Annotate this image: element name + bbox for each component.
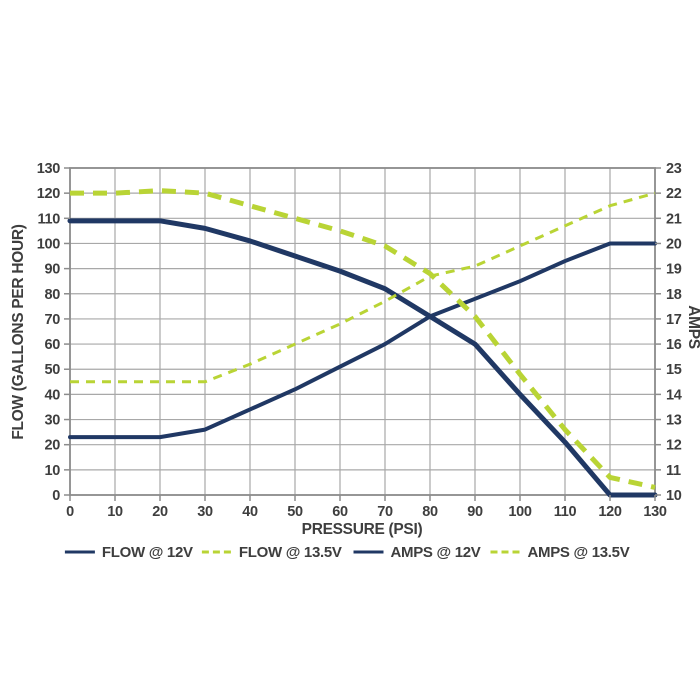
legend-item: FLOW @ 13.5V [201, 544, 342, 561]
tick-layer [64, 167, 661, 501]
right-axis-title: AMPS [685, 305, 700, 349]
left-tick-label: 40 [44, 387, 60, 403]
right-tick-label: 16 [666, 337, 682, 353]
left-tick-label: 110 [38, 211, 61, 227]
left-axis-title: FLOW (GALLONS PER HOUR) [10, 224, 27, 439]
left-tick-label: 0 [52, 488, 60, 504]
right-tick-label: 23 [666, 161, 682, 177]
left-tick-label: 70 [44, 312, 60, 328]
left-tick-label: 60 [44, 337, 60, 353]
right-tick-label: 21 [666, 211, 682, 227]
series-line-amps-12v [68, 241, 657, 440]
x-tick-label: 90 [467, 504, 483, 520]
chart-legend: FLOW @ 12V FLOW @ 13.5V AMPS @ 12V AMPS @ 1… [64, 544, 630, 561]
x-axis-title: PRESSURE (PSI) [302, 521, 423, 538]
right-tick-label: 11 [666, 463, 681, 479]
left-tick-label: 80 [44, 287, 60, 303]
right-tick-label: 15 [666, 362, 682, 378]
left-tick-label: 10 [44, 463, 60, 479]
series-layer [67, 188, 658, 498]
right-tick-label: 12 [666, 438, 682, 454]
series-line-flow-13.5v [70, 188, 656, 490]
grid-layer [69, 167, 656, 496]
left-tick-label: 20 [44, 438, 60, 454]
x-tick-label: 50 [287, 504, 303, 520]
label-layer: 0102030405060708090100110120130101112131… [37, 161, 682, 520]
legend-item: AMPS @ 13.5V [490, 544, 630, 561]
x-tick-label: 10 [107, 504, 123, 520]
right-tick-label: 13 [666, 413, 682, 429]
right-tick-label: 10 [666, 488, 682, 504]
x-tick-label: 70 [377, 504, 393, 520]
right-tick-label: 20 [666, 236, 682, 252]
left-tick-label: 90 [44, 262, 60, 278]
series-line-amps-13.5v [70, 191, 656, 384]
right-tick-label: 22 [666, 186, 682, 202]
x-tick-label: 20 [152, 504, 168, 520]
left-tick-label: 100 [37, 236, 61, 252]
left-tick-label: 120 [37, 186, 61, 202]
right-tick-label: 14 [666, 387, 682, 403]
series-line-flow-12v [67, 218, 658, 498]
x-tick-label: 60 [332, 504, 348, 520]
x-tick-label: 30 [197, 504, 213, 520]
left-tick-label: 50 [44, 362, 60, 378]
x-tick-label: 100 [508, 504, 532, 520]
legend-label: FLOW @ 13.5V [239, 544, 342, 561]
legend-label: AMPS @ 12V [391, 544, 481, 561]
left-tick-label: 30 [44, 413, 60, 429]
x-tick-label: 80 [422, 504, 438, 520]
right-tick-label: 19 [666, 262, 682, 278]
left-tick-label: 130 [37, 161, 61, 177]
legend-item: AMPS @ 12V [353, 544, 481, 561]
x-tick-label: 120 [598, 504, 622, 520]
right-tick-label: 17 [666, 312, 682, 328]
x-tick-label: 130 [643, 504, 667, 520]
legend-label: AMPS @ 13.5V [528, 544, 630, 561]
legend-label: FLOW @ 12V [102, 544, 193, 561]
x-tick-label: 0 [66, 504, 74, 520]
right-tick-label: 18 [666, 287, 682, 303]
plot-border [69, 167, 656, 496]
x-tick-label: 110 [554, 504, 577, 520]
x-tick-label: 40 [242, 504, 258, 520]
legend-item: FLOW @ 12V [64, 544, 193, 561]
